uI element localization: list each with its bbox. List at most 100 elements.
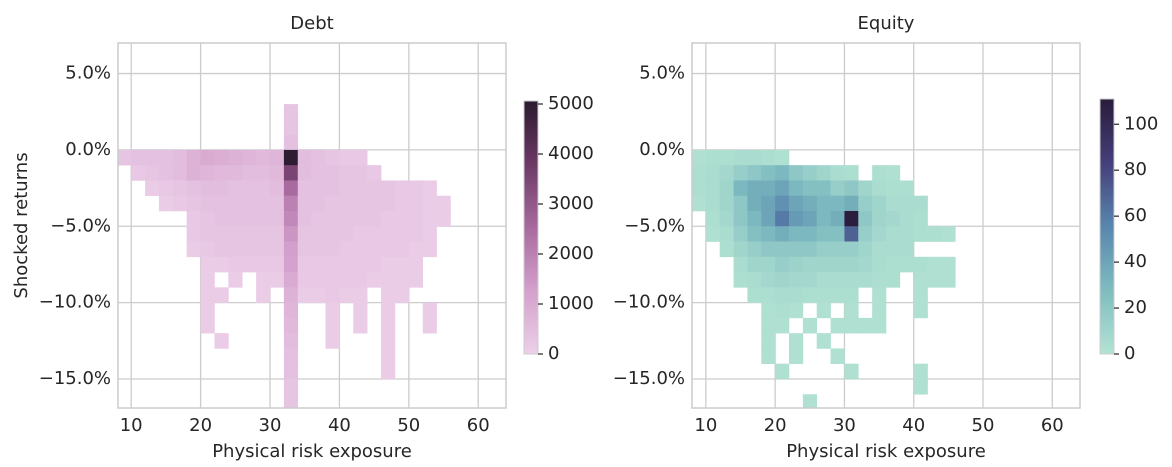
- cell: [719, 165, 734, 181]
- cell: [214, 149, 229, 166]
- cell: [941, 256, 956, 273]
- cell: [761, 165, 776, 181]
- colorbar-tick-label: 5000: [548, 93, 594, 114]
- cell: [311, 287, 326, 303]
- cell: [775, 165, 790, 181]
- cell: [381, 363, 396, 380]
- cell: [297, 272, 312, 288]
- y-tick-label: −10.0%: [613, 292, 685, 313]
- cell: [816, 165, 831, 181]
- colorbar-tick-label: 3000: [548, 193, 594, 214]
- chart-title: Debt: [290, 13, 333, 34]
- cell: [802, 226, 818, 242]
- cell: [408, 256, 424, 273]
- x-tick-label: 20: [189, 415, 212, 436]
- cell: [761, 241, 776, 258]
- cell: [858, 272, 873, 288]
- cell: [200, 241, 215, 258]
- cell: [228, 256, 243, 273]
- cell: [913, 287, 928, 303]
- cell: [886, 272, 901, 288]
- cell: [145, 149, 160, 166]
- x-tick-label: 50: [397, 415, 420, 436]
- cell: [761, 302, 776, 319]
- cell: [325, 226, 340, 242]
- cell: [339, 149, 354, 166]
- cell: [705, 149, 721, 166]
- x-tick-label: 60: [467, 415, 490, 436]
- cell: [775, 241, 790, 258]
- y-tick-label: 0.0%: [639, 139, 685, 160]
- cell: [802, 180, 818, 197]
- cell: [761, 272, 776, 288]
- cell: [789, 210, 804, 227]
- cell: [270, 195, 285, 212]
- cell: [816, 180, 831, 197]
- cell: [242, 195, 257, 212]
- cell: [256, 241, 271, 258]
- cell: [802, 256, 818, 273]
- x-axis-label: Physical risk exposure: [212, 441, 412, 462]
- colorbar-tick-label: 0: [548, 343, 559, 364]
- cell: [733, 165, 748, 181]
- cell: [311, 180, 326, 197]
- cell: [733, 210, 748, 227]
- cell: [297, 180, 312, 197]
- cell: [858, 210, 873, 227]
- cell: [422, 241, 437, 258]
- cell: [830, 226, 845, 242]
- cell: [381, 287, 396, 303]
- cell: [381, 195, 396, 212]
- y-tick-label: −5.0%: [624, 215, 685, 236]
- cell: [927, 226, 942, 242]
- cell: [200, 256, 215, 273]
- cell: [830, 256, 845, 273]
- cell: [283, 272, 299, 288]
- cell: [692, 180, 707, 197]
- cell: [733, 256, 748, 273]
- cell: [381, 180, 396, 197]
- cell: [899, 226, 915, 242]
- cell: [775, 363, 790, 380]
- cell: [353, 302, 368, 319]
- cell: [214, 287, 229, 303]
- cell: [339, 210, 354, 227]
- colorbar-tick-label: 80: [1124, 159, 1147, 180]
- cell: [927, 256, 942, 273]
- cell: [789, 302, 804, 319]
- x-tick-label: 30: [259, 415, 282, 436]
- cell: [367, 241, 382, 258]
- cell: [256, 210, 271, 227]
- cell: [913, 226, 928, 242]
- cell: [408, 226, 424, 242]
- cell: [775, 302, 790, 319]
- cell: [214, 180, 229, 197]
- cell: [297, 165, 312, 181]
- cell: [747, 210, 762, 227]
- cell: [200, 226, 215, 242]
- colorbar-tick-label: 4000: [548, 143, 594, 164]
- cell: [325, 256, 340, 273]
- cell: [886, 165, 901, 181]
- cell: [761, 256, 776, 273]
- cell: [325, 195, 340, 212]
- cell: [367, 256, 382, 273]
- cell: [186, 165, 201, 181]
- cell: [872, 241, 887, 258]
- x-tick-label: 40: [328, 415, 351, 436]
- cell: [200, 210, 215, 227]
- cell: [242, 165, 257, 181]
- cell: [325, 210, 340, 227]
- cell: [283, 241, 299, 258]
- cell: [256, 226, 271, 242]
- cell: [394, 210, 410, 227]
- cell: [283, 317, 299, 334]
- cell: [131, 149, 146, 166]
- cell: [381, 348, 396, 365]
- cell: [844, 165, 859, 181]
- cell: [228, 210, 243, 227]
- cell: [228, 241, 243, 258]
- cell: [353, 195, 368, 212]
- cell: [381, 302, 396, 319]
- cell: [775, 256, 790, 273]
